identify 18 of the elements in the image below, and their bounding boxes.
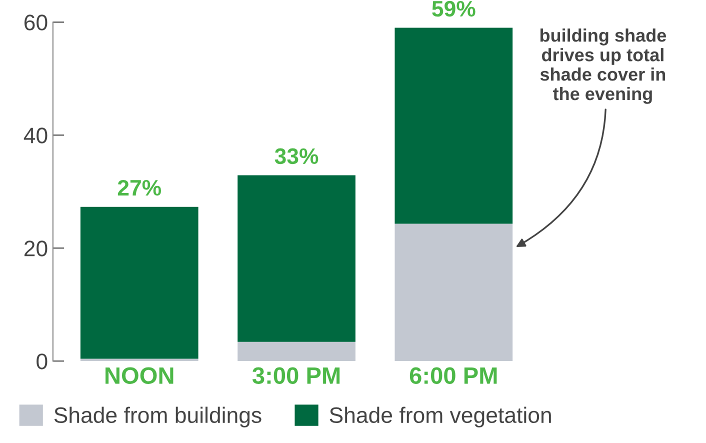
bar [394, 28, 513, 224]
total-label: 33% [274, 148, 318, 164]
y-tick-label: 60 [24, 14, 48, 30]
bar [238, 175, 356, 342]
legend-label: Shade from buildings [54, 406, 262, 428]
total-label: 27% [118, 180, 162, 196]
y-tick-label: 20 [24, 240, 48, 256]
text: building shade drives up total shade cover in the evening [540, 28, 666, 104]
x-tick-label: 3:00 PM [252, 367, 340, 384]
legend-label: Shade from vegetation [330, 406, 551, 428]
y-tick-label: 40 [24, 128, 48, 144]
x-tick-label: 6:00 PM [410, 367, 497, 384]
bar [80, 206, 198, 359]
y-tick-label: 0 [36, 354, 48, 370]
bar [394, 224, 513, 362]
bar [238, 342, 356, 362]
total-label: 59% [432, 0, 476, 17]
x-tick-label: NOON [106, 367, 174, 384]
